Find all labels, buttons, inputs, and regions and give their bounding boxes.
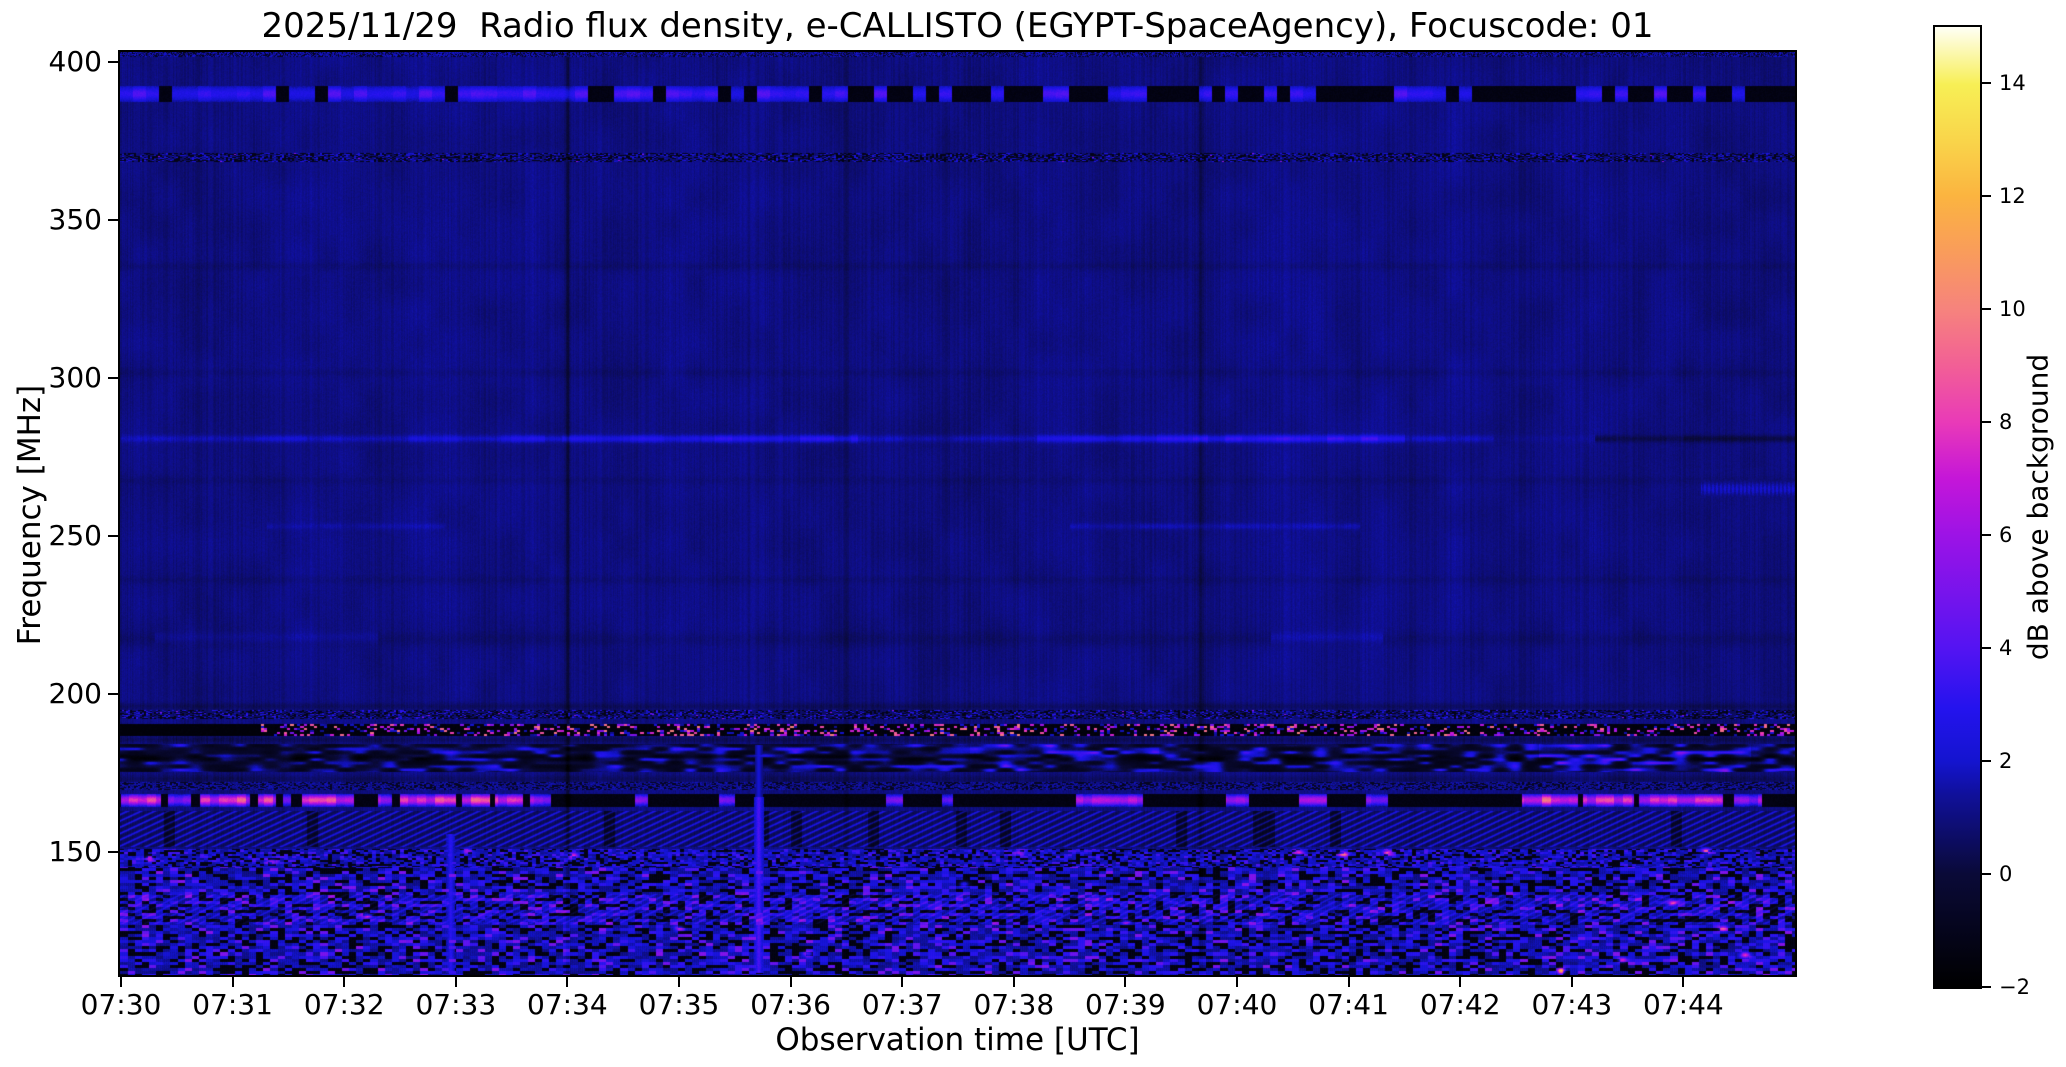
x-tick-label: 07:35	[638, 988, 720, 1021]
y-tick-label: 300	[48, 360, 102, 394]
colorbar-tick-label: 8	[1999, 410, 2013, 435]
spectrogram-image	[120, 52, 1795, 975]
x-tick-mark	[678, 977, 680, 987]
x-tick-label: 07:37	[861, 988, 943, 1021]
x-tick-label: 07:33	[415, 988, 497, 1021]
x-tick-label: 07:39	[1085, 988, 1166, 1021]
x-tick-mark	[120, 977, 122, 987]
y-tick-mark	[108, 218, 118, 221]
x-tick-mark	[1012, 977, 1015, 987]
colorbar-tick-mark	[1982, 82, 1991, 85]
x-tick-label: 07:34	[527, 988, 608, 1021]
x-tick-mark	[454, 977, 457, 987]
x-tick-mark	[231, 977, 234, 987]
colorbar-tick-label: 14	[1999, 71, 2026, 96]
y-tick-label: 400	[48, 44, 102, 78]
y-axis-label: Frequency [MHz]	[12, 384, 48, 646]
x-tick-label: 07:38	[973, 988, 1055, 1021]
x-tick-mark	[1347, 977, 1350, 987]
colorbar-tick-mark	[1982, 986, 1991, 988]
x-tick-label: 07:40	[1196, 988, 1278, 1021]
y-tick-label: 250	[48, 518, 102, 552]
y-tick-label: 150	[48, 835, 102, 869]
x-tick-label: 07:42	[1419, 988, 1501, 1021]
colorbar-tick-mark	[1982, 647, 1991, 650]
y-tick-label: 350	[48, 202, 102, 236]
y-tick-mark	[108, 692, 118, 695]
colorbar-tick-mark	[1982, 873, 1991, 876]
x-tick-mark	[789, 977, 792, 987]
colorbar-tick-label: 12	[1999, 184, 2026, 209]
colorbar-tick-label: 10	[1999, 297, 2026, 322]
colorbar-tick-mark	[1982, 195, 1991, 198]
y-tick-mark	[108, 376, 118, 379]
x-axis-label: Observation time [UTC]	[775, 1022, 1140, 1058]
colorbar-tick-label: 0	[1999, 862, 2013, 887]
colorbar-tick-label: 6	[1999, 523, 2013, 548]
x-tick-mark	[1570, 977, 1573, 987]
x-tick-mark	[566, 977, 569, 987]
y-tick-mark	[108, 851, 118, 854]
colorbar-tick-label: −2	[1999, 975, 2030, 999]
colorbar	[1933, 25, 1982, 989]
y-tick-label: 200	[48, 676, 102, 710]
x-tick-mark	[343, 977, 346, 987]
y-tick-mark	[108, 60, 118, 63]
x-tick-mark	[1124, 977, 1127, 987]
colorbar-gradient	[1935, 27, 1980, 987]
x-tick-mark	[1459, 977, 1462, 987]
x-tick-mark	[1236, 977, 1238, 987]
x-tick-label: 07:36	[750, 988, 831, 1021]
colorbar-label: dB above background	[2021, 353, 2055, 661]
colorbar-tick-mark	[1982, 421, 1991, 424]
x-tick-mark	[1682, 977, 1685, 987]
colorbar-tick-mark	[1982, 760, 1991, 763]
colorbar-tick-mark	[1982, 308, 1991, 311]
x-tick-label: 07:41	[1308, 988, 1389, 1021]
x-tick-mark	[901, 977, 904, 987]
colorbar-tick-label: 2	[1999, 749, 2013, 774]
x-tick-label: 07:44	[1643, 988, 1724, 1021]
y-tick-mark	[108, 534, 118, 537]
x-tick-label: 07:30	[80, 988, 162, 1021]
colorbar-tick-label: 4	[1999, 636, 2013, 661]
x-tick-label: 07:31	[192, 988, 273, 1021]
colorbar-tick-mark	[1982, 534, 1991, 537]
x-tick-label: 07:43	[1531, 988, 1613, 1021]
chart-title: 2025/11/29 Radio flux density, e-CALLIST…	[261, 6, 1654, 46]
x-tick-label: 07:32	[303, 988, 385, 1021]
spectrogram-plot	[118, 50, 1797, 977]
